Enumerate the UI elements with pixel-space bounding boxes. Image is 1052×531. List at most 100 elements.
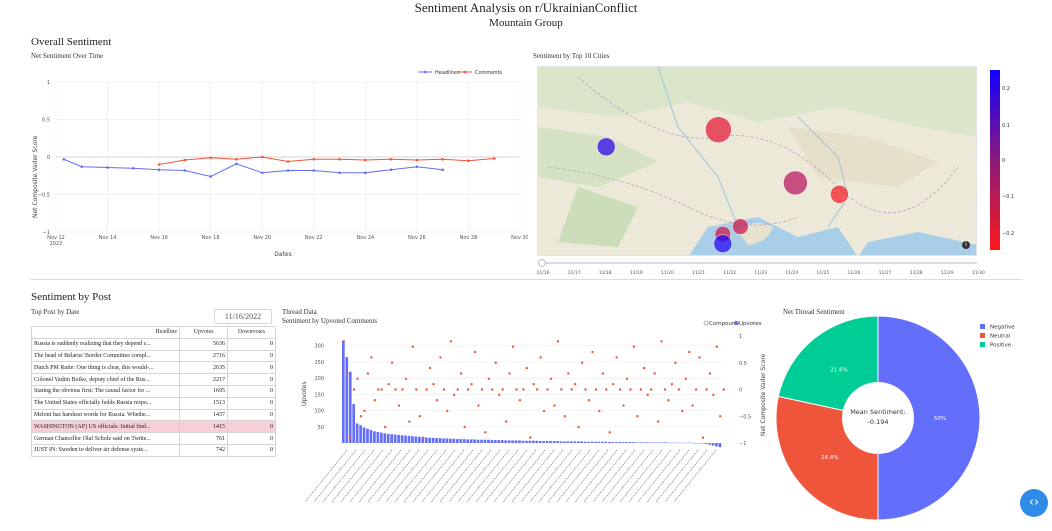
upvote-bar[interactable] xyxy=(521,440,525,443)
upvote-bar[interactable] xyxy=(404,435,407,443)
map-city-bubble[interactable] xyxy=(713,234,733,253)
line-point-headlines[interactable] xyxy=(415,165,419,169)
upvote-bar[interactable] xyxy=(525,440,528,443)
line-point-comments[interactable] xyxy=(415,158,419,162)
slider-tick-label[interactable]: 11/16 xyxy=(537,270,550,276)
upvote-bar[interactable] xyxy=(390,434,394,443)
compound-point[interactable] xyxy=(539,356,542,359)
upvote-bar[interactable] xyxy=(718,443,722,448)
table-header-upvotes[interactable]: Upvotes xyxy=(179,326,228,339)
table-row[interactable]: Meloni has harshest words for Russia. Wh… xyxy=(31,408,276,422)
upvote-bar[interactable] xyxy=(449,438,452,443)
compound-point[interactable] xyxy=(629,388,632,391)
upvote-bar[interactable] xyxy=(614,442,618,443)
compound-point[interactable] xyxy=(584,388,587,391)
upvote-bar[interactable] xyxy=(604,441,608,443)
compound-point[interactable] xyxy=(625,377,629,380)
upvote-bar[interactable] xyxy=(594,441,597,443)
compound-point[interactable] xyxy=(649,388,653,391)
upvote-bar[interactable] xyxy=(500,440,504,443)
upvote-bar[interactable] xyxy=(438,438,442,443)
upvote-bar[interactable] xyxy=(359,425,362,443)
compound-point[interactable] xyxy=(694,388,698,391)
legend-label-comments[interactable]: Comments xyxy=(475,70,502,76)
table-row[interactable]: The United States officially holds Russi… xyxy=(31,396,276,410)
slider-handle[interactable] xyxy=(538,259,546,267)
upvote-bar[interactable] xyxy=(497,440,501,443)
upvoted-comments-chart[interactable]: 300 250 200 150 100 50 1 0.5 0 −0.5 −1 Upvotes Net… xyxy=(282,320,767,522)
line-point-comments[interactable] xyxy=(183,158,187,162)
table-row[interactable]: WASHINGTON (AP) US officials: Initial fi… xyxy=(31,420,276,434)
upvote-bar[interactable] xyxy=(632,442,635,443)
upvote-bar[interactable] xyxy=(559,441,563,443)
compound-point[interactable] xyxy=(532,382,535,386)
compound-point[interactable] xyxy=(712,393,715,397)
compound-point[interactable] xyxy=(515,388,518,391)
thread-legend-compound[interactable]: Compound xyxy=(709,321,739,327)
compound-point[interactable] xyxy=(591,350,594,354)
line-point-headlines[interactable] xyxy=(260,171,264,175)
upvote-bar[interactable] xyxy=(507,440,511,443)
upvote-bar[interactable] xyxy=(397,434,400,443)
line-point-comments[interactable] xyxy=(441,157,444,161)
line-point-headlines[interactable] xyxy=(364,171,367,175)
table-row[interactable]: The head of Belarus' Border Committee co… xyxy=(31,349,276,363)
map-city-bubble[interactable] xyxy=(732,218,749,235)
upvote-bar[interactable] xyxy=(576,441,580,443)
compound-point[interactable] xyxy=(563,415,567,418)
table-row[interactable]: Stating the obvious first: The causal fa… xyxy=(31,384,276,398)
upvote-bar[interactable] xyxy=(684,442,687,444)
compound-point[interactable] xyxy=(567,372,570,375)
line-point-headlines[interactable] xyxy=(286,169,290,172)
compound-point[interactable] xyxy=(594,388,598,391)
compound-point[interactable] xyxy=(622,404,625,407)
upvote-bar[interactable] xyxy=(490,440,494,443)
compound-point[interactable] xyxy=(411,345,415,348)
upvote-bar[interactable] xyxy=(566,441,570,443)
compound-point[interactable] xyxy=(670,382,674,386)
slider-tick-label[interactable]: 11/27 xyxy=(879,270,892,276)
line-point-comments[interactable] xyxy=(286,160,290,163)
upvote-bar[interactable] xyxy=(421,437,425,443)
thread-legend-upvotes[interactable]: Upvotes xyxy=(739,321,762,327)
upvote-bar[interactable] xyxy=(673,442,677,444)
compound-point[interactable] xyxy=(494,361,497,364)
line-point-headlines[interactable] xyxy=(389,168,393,172)
compound-point[interactable] xyxy=(701,436,705,439)
compound-point[interactable] xyxy=(390,361,394,364)
upvote-bar[interactable] xyxy=(469,439,473,443)
compound-point[interactable] xyxy=(401,388,404,391)
compound-point[interactable] xyxy=(439,356,442,359)
line-point-headlines[interactable] xyxy=(312,169,316,172)
legend-radio-icon[interactable] xyxy=(703,320,709,326)
upvote-bar[interactable] xyxy=(563,441,566,443)
slider-tick-label[interactable]: 11/28 xyxy=(910,270,923,276)
slider-tick-label[interactable]: 11/29 xyxy=(941,270,954,276)
compound-point[interactable] xyxy=(687,350,691,354)
compound-point[interactable] xyxy=(501,388,504,391)
legend-label-headlines[interactable]: Headlines xyxy=(435,70,460,76)
upvote-bar[interactable] xyxy=(462,439,466,443)
pie-legend-positive[interactable]: Positive xyxy=(990,343,1012,349)
compound-point[interactable] xyxy=(691,404,694,407)
compound-point[interactable] xyxy=(705,388,708,391)
line-point-headlines[interactable] xyxy=(132,166,135,170)
upvote-bar[interactable] xyxy=(621,442,625,443)
line-point-headlines[interactable] xyxy=(441,168,444,172)
compound-point[interactable] xyxy=(618,388,622,391)
slider-tick-label[interactable]: 11/19 xyxy=(630,270,643,276)
upvote-bar[interactable] xyxy=(466,439,470,443)
compound-point[interactable] xyxy=(598,409,601,413)
compound-point[interactable] xyxy=(397,404,401,407)
upvote-bar[interactable] xyxy=(418,436,421,443)
compound-point[interactable] xyxy=(504,420,508,423)
compound-point[interactable] xyxy=(428,366,432,370)
upvote-bar[interactable] xyxy=(528,440,532,443)
upvote-bar[interactable] xyxy=(442,438,445,443)
net-thread-sentiment-pie[interactable]: 50% 28.4% 21.6% Mean Sentiment: -0.194 Neg… xyxy=(770,314,1030,524)
compound-point[interactable] xyxy=(542,409,546,413)
compound-point[interactable] xyxy=(435,399,439,402)
slider-tick-label[interactable]: 11/21 xyxy=(692,270,705,276)
upvote-bar[interactable] xyxy=(642,442,646,443)
compound-point[interactable] xyxy=(449,340,453,343)
